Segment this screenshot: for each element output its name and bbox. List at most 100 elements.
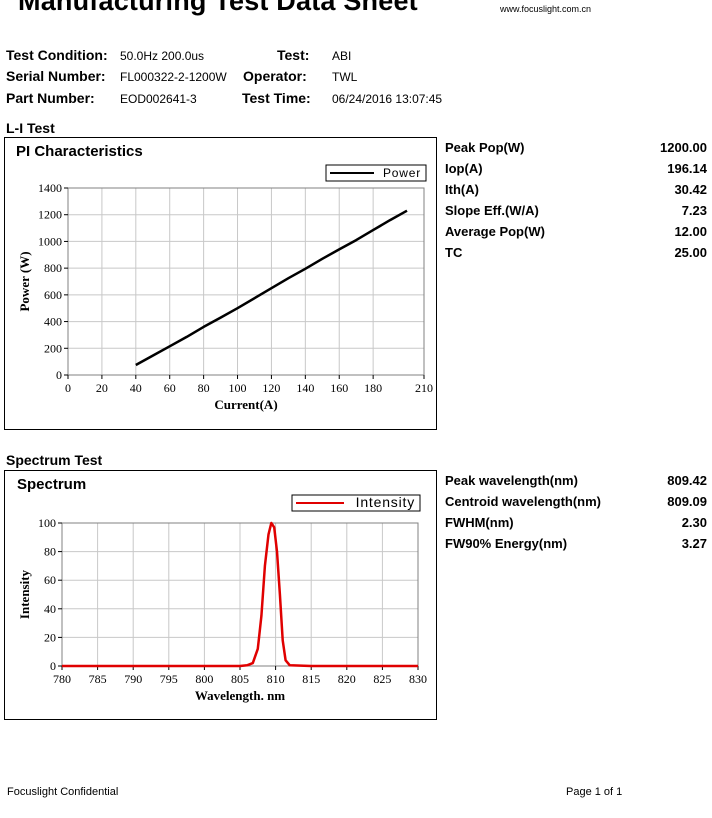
x-tick-label: 100	[229, 381, 247, 395]
metric-value: 3.27	[681, 536, 707, 551]
x-tick-label: 40	[130, 381, 142, 395]
metric-row: FWHM(nm) 2.30	[445, 515, 707, 535]
x-tick-label: 800	[195, 672, 213, 686]
x-axis-label: Wavelength. nm	[195, 688, 285, 703]
x-tick-label: 160	[330, 381, 348, 395]
metric-value: 30.42	[674, 182, 707, 197]
series-line-intensity	[62, 521, 418, 668]
spectrum-chart-panel: Spectrum 780 785 790 795 800 805 810 815 820 825 8…	[4, 470, 437, 720]
y-tick-label: 200	[44, 341, 62, 355]
metric-row: Peak Pop(W) 1200.00	[445, 140, 707, 160]
plot-area	[67, 187, 425, 376]
x-tick-label: 825	[373, 672, 391, 686]
x-tick-label: 180	[364, 381, 382, 395]
metric-value: 2.30	[681, 515, 707, 530]
serial-number-label: Serial Number:	[6, 68, 106, 84]
test-condition-label: Test Condition:	[6, 47, 108, 63]
metric-row: Ith(A) 30.42	[445, 182, 707, 202]
x-tick-label: 820	[338, 672, 356, 686]
spectrum-chart: 780 785 790 795 800 805 810 815 820 825 830 0 20 40 60…	[17, 494, 427, 703]
metric-label: FWHM(nm)	[445, 515, 514, 530]
operator-value: TWL	[332, 70, 358, 84]
y-axis-label: Power (W)	[17, 251, 32, 311]
part-number-label: Part Number:	[6, 90, 95, 106]
y-tick-label: 20	[44, 630, 56, 644]
metric-value: 1200.00	[660, 140, 707, 155]
pi-chart-panel: PI Characteristics 0 20 40 60 80 100 120 140 160…	[4, 137, 437, 430]
x-tick-label: 815	[302, 672, 320, 686]
chart-legend: Power	[325, 164, 427, 182]
metric-row: Average Pop(W) 12.00	[445, 224, 707, 244]
chart-legend: Intensity	[291, 494, 421, 512]
document-title: Manufacturing Test Data Sheet	[18, 0, 418, 16]
metric-value: 809.09	[667, 494, 707, 509]
metric-row: Peak wavelength(nm) 809.42	[445, 473, 707, 493]
metric-row: Slope Eff.(W/A) 7.23	[445, 203, 707, 223]
test-time-label: Test Time:	[242, 90, 311, 106]
x-tick-label: 805	[231, 672, 249, 686]
pi-chart-title: PI Characteristics	[16, 143, 143, 160]
y-tick-label: 600	[44, 288, 62, 302]
x-tick-label: 210	[415, 381, 433, 395]
metric-label: Peak wavelength(nm)	[445, 473, 578, 488]
li-test-section-title: L-I Test	[6, 120, 55, 136]
spectrum-metrics: Peak wavelength(nm) 809.42 Centroid wave…	[445, 473, 707, 563]
y-tick-label: 80	[44, 545, 56, 559]
x-tick-label: 790	[124, 672, 142, 686]
metric-label: Iop(A)	[445, 161, 483, 176]
part-number-value: EOD002641-3	[120, 92, 197, 106]
metric-value: 12.00	[674, 224, 707, 239]
metric-label: TC	[445, 245, 463, 260]
metric-value: 809.42	[667, 473, 707, 488]
metric-value: 7.23	[681, 203, 707, 218]
legend-label: Power	[383, 166, 421, 180]
test-label: Test:	[277, 47, 310, 63]
y-tick-label: 1200	[38, 208, 62, 222]
metric-row: Iop(A) 196.14	[445, 161, 707, 181]
metric-row: FW90% Energy(nm) 3.27	[445, 536, 707, 556]
metric-label: Slope Eff.(W/A)	[445, 203, 539, 218]
metric-row: TC 25.00	[445, 245, 707, 265]
test-time-value: 06/24/2016 13:07:45	[332, 92, 443, 106]
legend-box	[325, 164, 427, 182]
x-tick-label: 80	[198, 381, 210, 395]
serial-number-value: FL000322-2-1200W	[120, 70, 227, 84]
spectrum-chart-title: Spectrum	[17, 476, 87, 493]
metric-label: Average Pop(W)	[445, 224, 545, 239]
x-tick-label: 140	[296, 381, 314, 395]
x-tick-label: 20	[96, 381, 108, 395]
test-condition-value: 50.0Hz 200.0us	[120, 49, 205, 63]
x-tick-label: 785	[89, 672, 107, 686]
x-tick-label: 830	[409, 672, 427, 686]
metric-label: FW90% Energy(nm)	[445, 536, 568, 551]
metric-value: 25.00	[674, 245, 707, 260]
x-tick-label: 810	[267, 672, 285, 686]
legend-box	[291, 494, 421, 512]
x-tick-label: 120	[262, 381, 280, 395]
x-tick-label: 0	[65, 381, 71, 395]
metric-value: 196.14	[667, 161, 707, 176]
metric-label: Centroid wavelength(nm)	[445, 494, 602, 509]
y-tick-label: 0	[56, 368, 62, 382]
y-tick-label: 800	[44, 261, 62, 275]
x-tick-label: 780	[53, 672, 71, 686]
footer-confidential: Focuslight Confidential	[7, 786, 119, 798]
metric-label: Ith(A)	[445, 182, 479, 197]
y-tick-label: 1400	[38, 181, 62, 195]
y-tick-label: 60	[44, 573, 56, 587]
x-tick-label: 60	[164, 381, 176, 395]
series-line-power	[135, 209, 408, 367]
y-axis-label: Intensity	[17, 569, 32, 619]
x-tick-label: 795	[160, 672, 178, 686]
y-tick-label: 400	[44, 315, 62, 329]
footer-page-number: Page 1 of 1	[566, 786, 623, 798]
spectrum-test-section-title: Spectrum Test	[6, 452, 103, 468]
x-axis-label: Current(A)	[214, 397, 277, 412]
y-tick-label: 40	[44, 602, 56, 616]
pi-chart: 0 20 40 60 80 100 120 140 160 180 210 0 200 400 600 800…	[17, 164, 433, 412]
metric-label: Peak Pop(W)	[445, 140, 525, 155]
metric-row: Centroid wavelength(nm) 809.09	[445, 494, 707, 514]
li-metrics: Peak Pop(W) 1200.00 Iop(A) 196.14 Ith(A)…	[445, 140, 707, 270]
legend-label: Intensity	[356, 494, 415, 510]
website-link[interactable]: www.focuslight.com.cn	[500, 4, 592, 14]
